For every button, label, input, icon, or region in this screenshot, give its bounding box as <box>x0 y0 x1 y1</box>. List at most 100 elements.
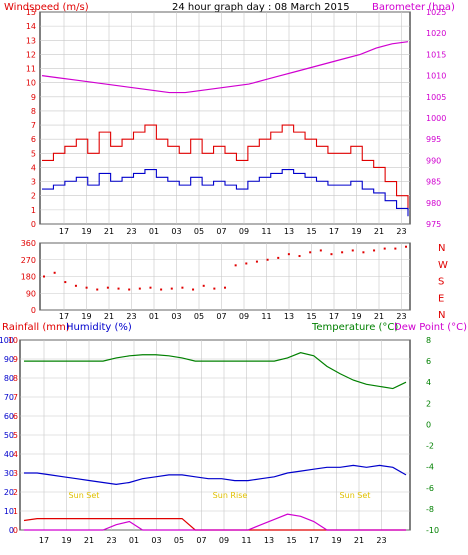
x-tick-label: 01 <box>129 536 139 545</box>
direction-point <box>96 288 99 291</box>
x-tick-label: 21 <box>84 536 94 545</box>
x-tick-label: 13 <box>284 227 294 236</box>
temp-tick-label: -10 <box>426 526 439 535</box>
rain-tick-label: 10 <box>8 336 18 345</box>
x-tick-label: 17 <box>309 536 319 545</box>
direction-point <box>85 286 88 289</box>
humidity-tick-label: 40 <box>4 450 14 459</box>
x-tick-label: 19 <box>331 536 341 545</box>
direction-point <box>202 284 205 287</box>
temp-tick-label: -4 <box>426 463 434 472</box>
direction-point <box>383 247 386 250</box>
rain-tick-label: 9 <box>13 355 18 364</box>
wind-tick-label: 9 <box>31 93 36 102</box>
x-tick-label: 23 <box>396 227 406 236</box>
barometer-tick-label: 985 <box>426 178 441 187</box>
rain-tick-label: 0 <box>13 526 18 535</box>
direction-point <box>298 255 301 258</box>
direction-point <box>373 249 376 252</box>
wind-tick-label: 7 <box>31 121 36 130</box>
direction-point <box>149 286 152 289</box>
temperature-line <box>24 352 407 390</box>
direction-point <box>255 260 258 263</box>
direction-point <box>234 264 237 267</box>
x-tick-label: 09 <box>239 312 249 321</box>
windspeed-axis-label: Windspeed (m/s) <box>4 2 89 13</box>
barometer-tick-label: 1005 <box>426 93 446 102</box>
barometer-tick-label: 995 <box>426 135 441 144</box>
x-tick-label: 19 <box>81 312 91 321</box>
x-tick-label: 13 <box>264 536 274 545</box>
x-tick-label: 07 <box>196 536 206 545</box>
rainfall-axis-label: Rainfall (mm) <box>2 322 70 333</box>
direction-point <box>74 284 77 287</box>
x-tick-label: 19 <box>81 227 91 236</box>
wind-tick-label: 12 <box>26 50 36 59</box>
wind-average-line <box>42 169 409 217</box>
x-tick-label: 05 <box>194 227 204 236</box>
x-tick-label: 17 <box>59 227 69 236</box>
x-tick-label: 09 <box>239 227 249 236</box>
compass-label: N <box>438 310 445 321</box>
temp-tick-label: -6 <box>426 484 434 493</box>
wind-tick-label: 11 <box>26 65 36 74</box>
sun-label: Sun Rise <box>213 491 248 500</box>
x-tick-label: 01 <box>149 312 159 321</box>
wind-panel-frame <box>39 11 411 225</box>
temp-tick-label: 4 <box>426 378 431 387</box>
barometer-tick-label: 1000 <box>426 114 446 123</box>
x-tick-label: 23 <box>106 536 116 545</box>
barometer-tick-label: 990 <box>426 156 441 165</box>
rain-tick-label: 5 <box>13 431 18 440</box>
direction-point <box>266 258 269 261</box>
chart-grid <box>20 11 410 531</box>
direction-point <box>192 288 195 291</box>
direction-point <box>341 251 344 254</box>
rain-tick-label: 7 <box>13 393 18 402</box>
direction-point <box>64 281 67 284</box>
temp-tick-label: 6 <box>426 357 431 366</box>
compass-label: W <box>438 260 448 271</box>
wind-tick-label: 6 <box>31 135 36 144</box>
wind-tick-label: 0 <box>31 220 36 229</box>
compass-label: S <box>438 277 444 288</box>
chart-marks <box>23 41 409 531</box>
dewpoint-axis-label: Dew Point (°C) <box>394 322 467 333</box>
x-tick-label: 23 <box>376 536 386 545</box>
x-tick-label: 15 <box>306 312 316 321</box>
x-tick-label: 07 <box>216 227 226 236</box>
direction-point <box>309 251 312 254</box>
direction-point <box>287 253 290 256</box>
barometer-axis-label: Barometer (hpa) <box>372 2 455 13</box>
x-tick-label: 21 <box>104 312 114 321</box>
temperature-axis-label: Temperature (°C) <box>311 322 398 333</box>
temp-tick-label: -8 <box>426 505 434 514</box>
x-tick-label: 11 <box>261 312 271 321</box>
x-tick-label: 19 <box>61 536 71 545</box>
rain-tick-label: 2 <box>13 488 18 497</box>
direction-tick-label: 270 <box>21 256 36 265</box>
x-tick-label: 19 <box>351 312 361 321</box>
x-tick-label: 03 <box>151 536 161 545</box>
x-tick-label: 21 <box>374 312 384 321</box>
direction-point <box>394 247 397 250</box>
direction-point <box>224 286 226 289</box>
humidity-tick-label: 80 <box>4 374 14 383</box>
graph-title: 24 hour graph day : 08 March 2015 <box>172 2 350 13</box>
direction-point <box>319 249 322 252</box>
wind-tick-label: 5 <box>31 149 36 158</box>
x-tick-label: 19 <box>351 227 361 236</box>
wind-tick-label: 8 <box>31 107 36 116</box>
rain-tick-label: 8 <box>13 374 18 383</box>
x-tick-label: 15 <box>306 227 316 236</box>
temp-tick-label: -2 <box>426 442 434 451</box>
wind-tick-label: 15 <box>26 8 36 17</box>
direction-point <box>330 253 333 256</box>
humidity-tick-label: 10 <box>4 507 14 516</box>
direction-point <box>106 286 109 289</box>
direction-point <box>405 245 407 248</box>
x-tick-label: 21 <box>104 227 114 236</box>
